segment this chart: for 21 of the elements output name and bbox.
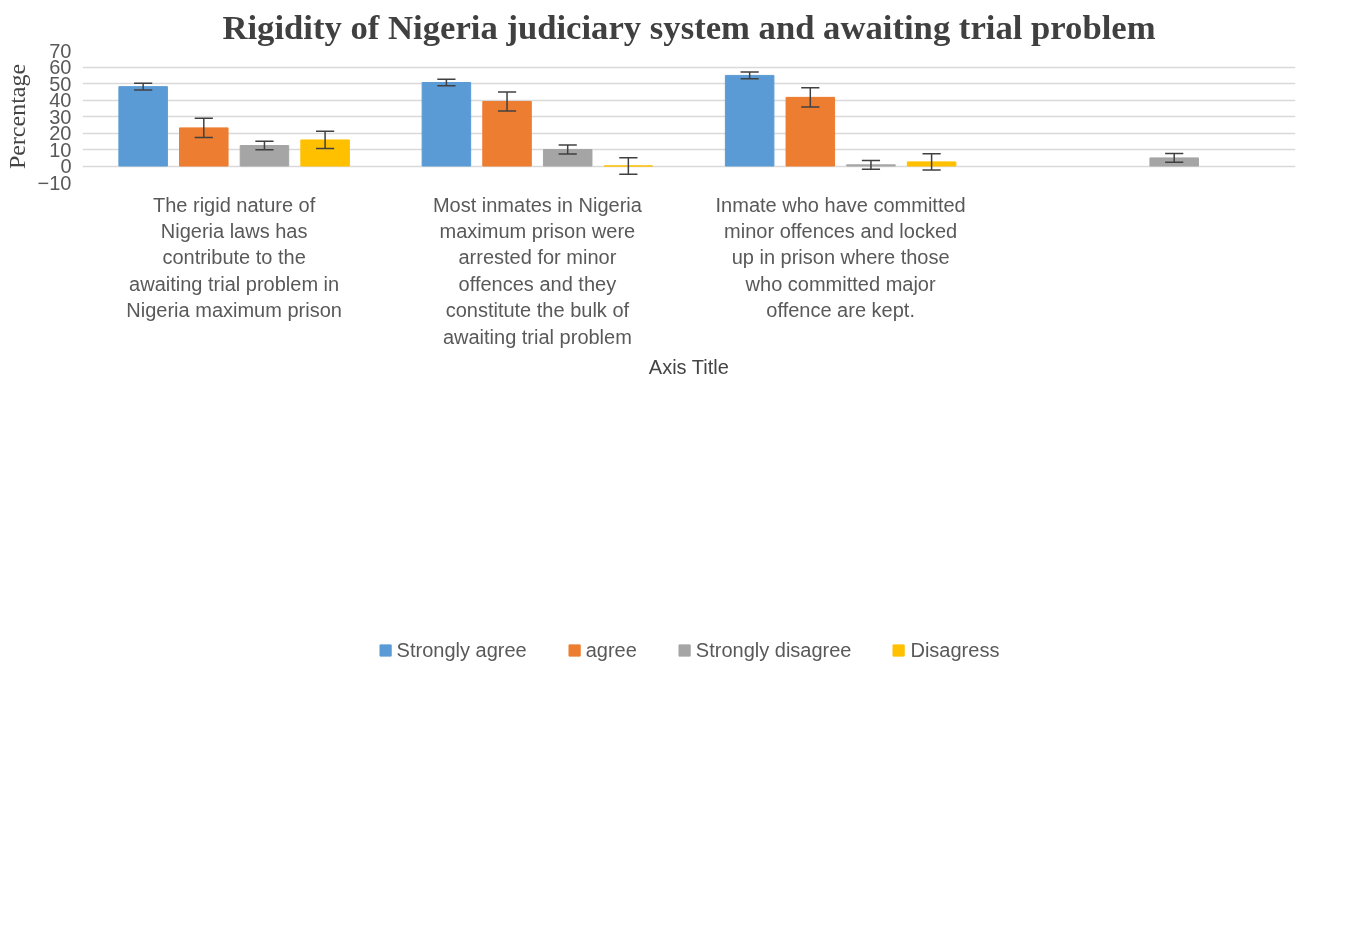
chart-title: Rigidity of Nigeria judiciary system and awaiting trial problem [222,7,1156,46]
bar [906,161,957,167]
legend-label: Strongly agree [396,638,527,662]
bar [421,82,472,167]
x-axis-title: Axis Title [648,355,729,378]
bar [179,127,229,167]
bar [542,149,593,167]
y-axis-title: Percentage [3,63,30,170]
bar [118,86,168,167]
bar [482,100,532,167]
x-tick-label: Inmate who have committed minor offences and locked up in prison where those who committed major offence are kept. [715,193,966,322]
bar [785,96,836,167]
legend-label: Disagress [910,638,1000,662]
bar [239,145,290,167]
legend-label: agree [585,638,637,662]
x-tick-label: The rigid nature of Nigeria laws has contribute to the awaiting trial problem in Nigeria maximum prison [126,193,342,322]
bar [724,74,775,167]
bar [300,139,350,167]
legend-label: Strongly disagree [695,638,852,662]
x-tick-label: Most inmates in Nigeria maximum prison were arrested for minor offences and they constitute the bulk of awaiting trial problem [432,193,643,348]
bar [1149,157,1199,167]
